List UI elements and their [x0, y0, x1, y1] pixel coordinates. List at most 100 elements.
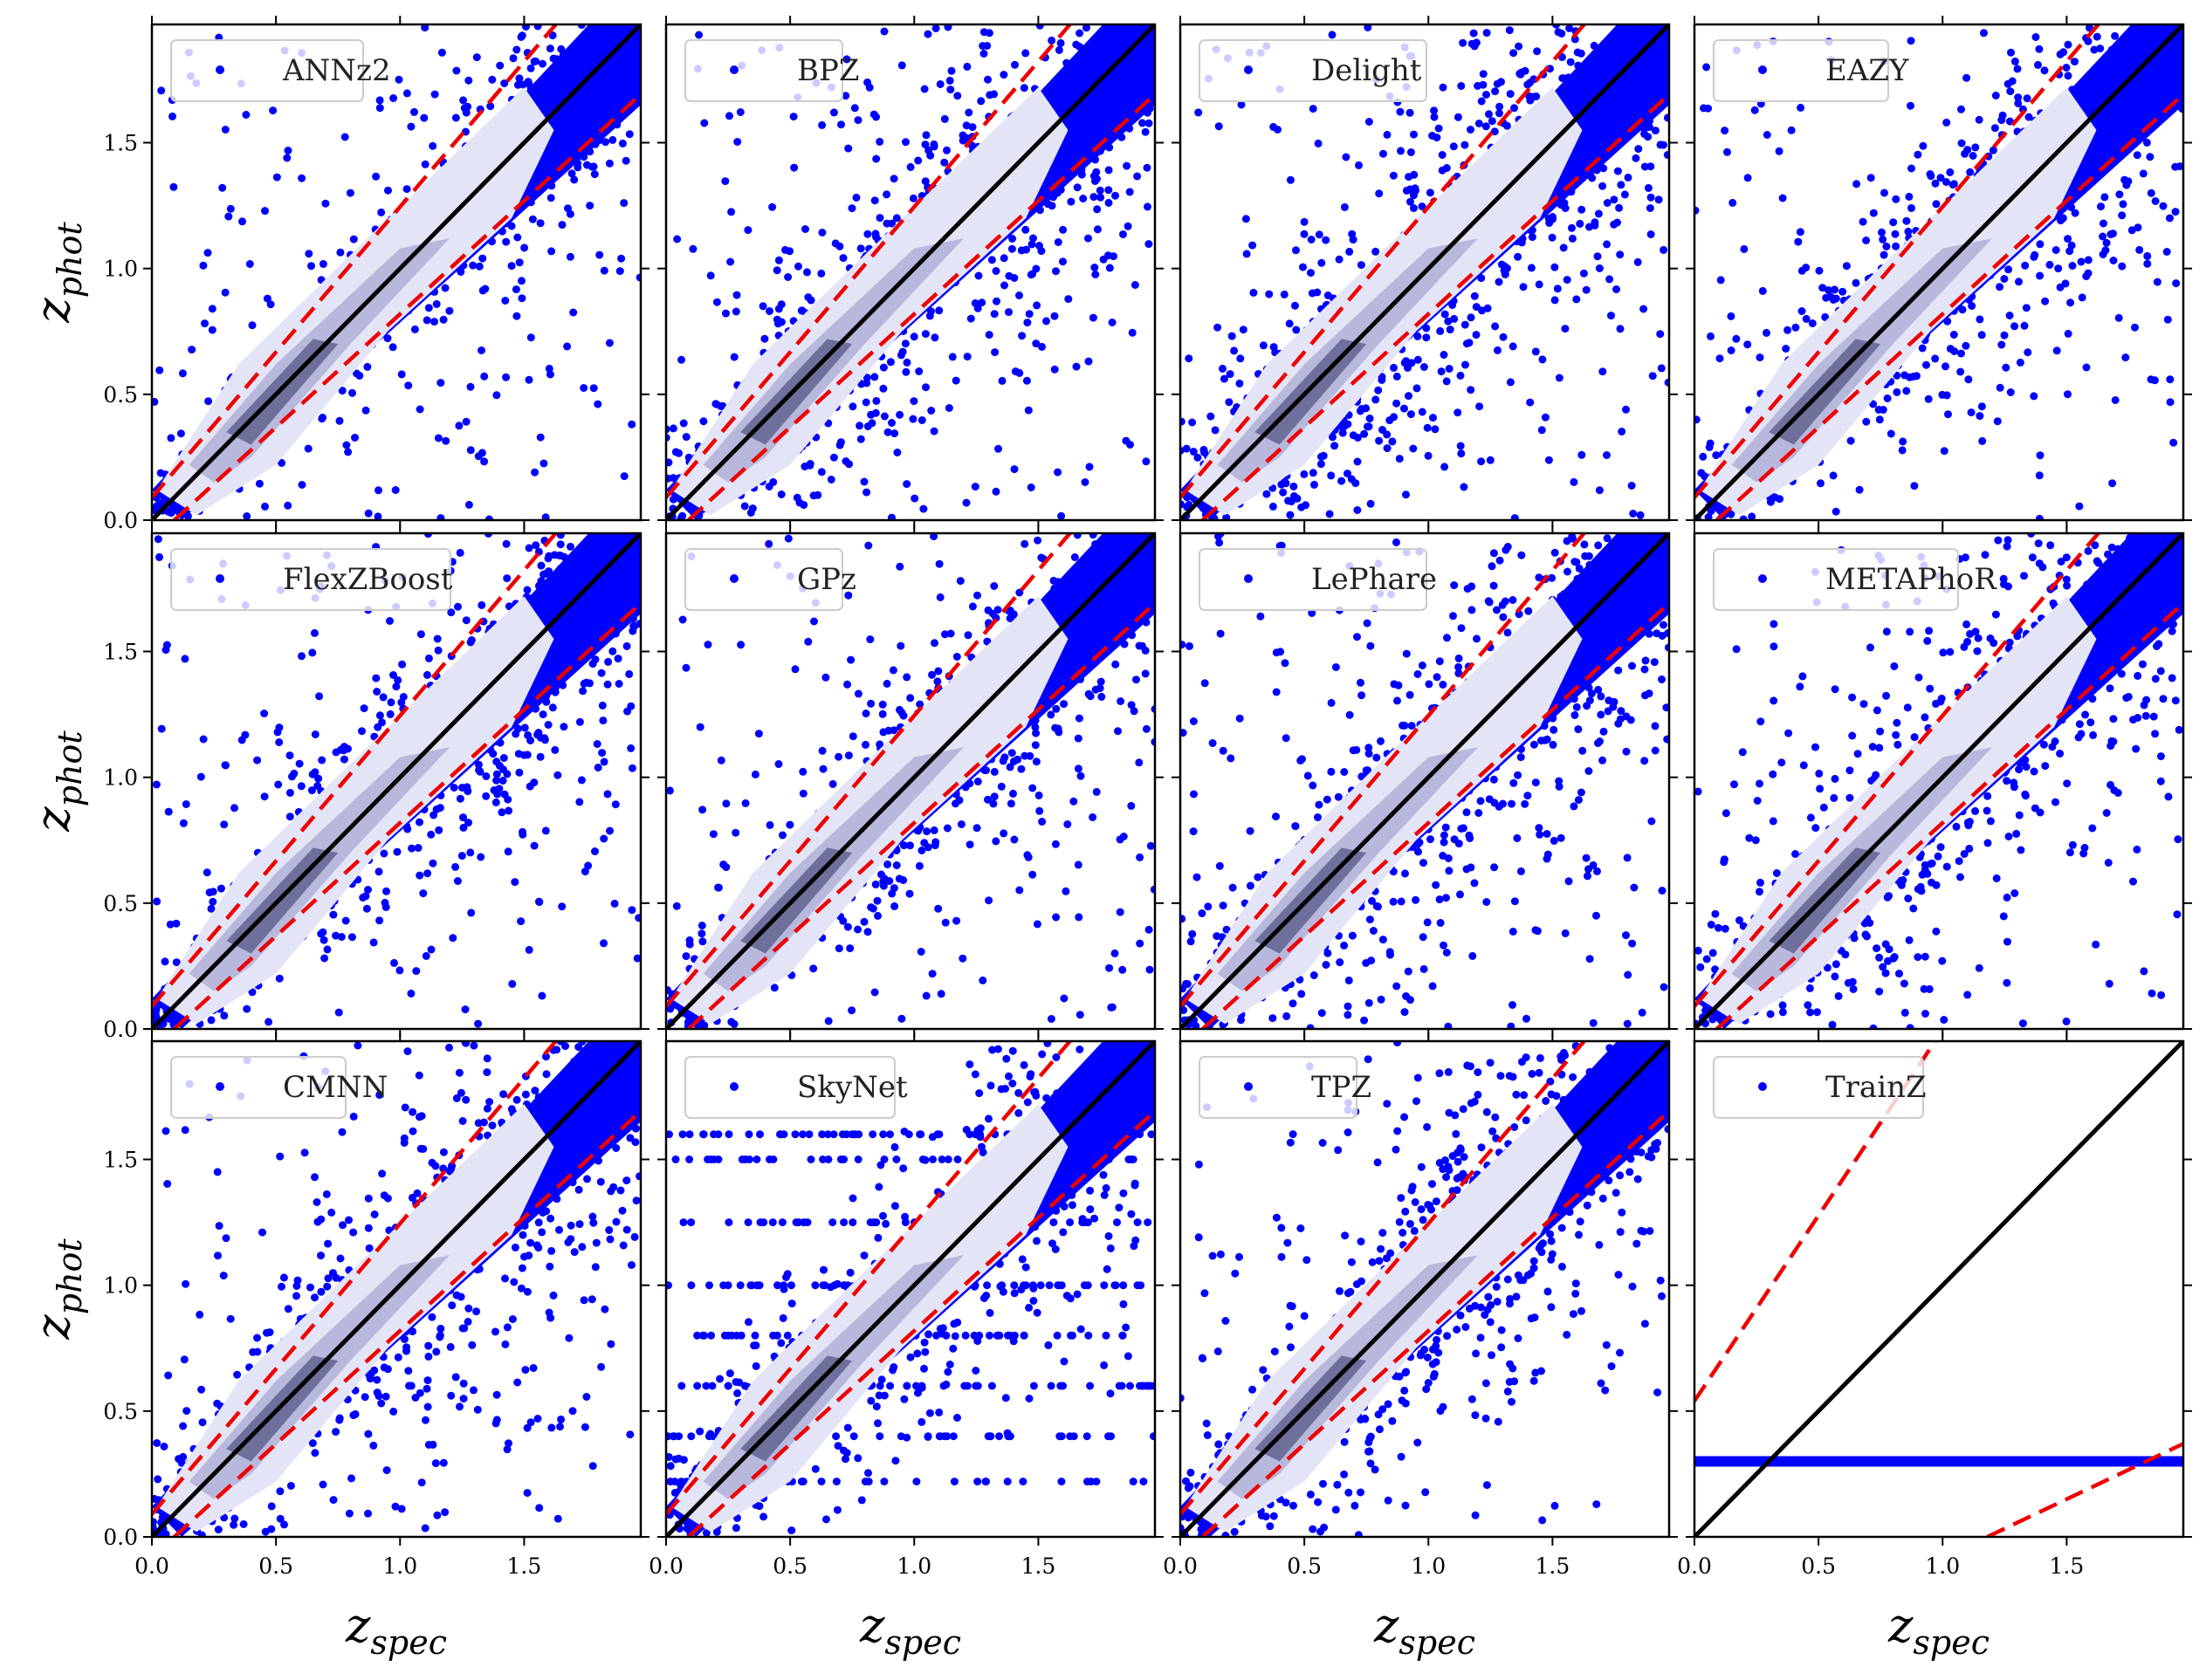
data-point: [711, 400, 720, 408]
data-point: [1038, 818, 1047, 826]
data-point: [876, 137, 884, 146]
data-point: [474, 452, 483, 461]
data-point: [604, 657, 613, 666]
data-point: [1971, 143, 1980, 152]
data-point: [732, 307, 740, 316]
data-point: [547, 247, 556, 256]
data-point: [924, 30, 932, 38]
identity-line: [1694, 24, 2183, 520]
data-point: [872, 232, 880, 241]
data-point: [2036, 271, 2045, 280]
data-point: [883, 860, 892, 868]
data-point: [1758, 286, 1767, 295]
data-point: [597, 669, 606, 677]
data-point: [472, 53, 481, 62]
data-point: [453, 877, 462, 885]
data-point: [852, 193, 861, 202]
data-point: [430, 318, 438, 326]
data-point: [1076, 771, 1085, 780]
data-point: [1114, 727, 1122, 736]
data-point: [526, 64, 535, 72]
data-point: [588, 660, 597, 669]
data-point: [388, 343, 397, 352]
data-point: [1406, 410, 1415, 419]
data-point: [375, 96, 384, 105]
data-point: [712, 298, 721, 306]
data-point: [956, 577, 965, 586]
data-point: [1047, 710, 1055, 719]
legend-box: [170, 548, 451, 611]
data-point: [520, 243, 529, 252]
data-point: [1123, 161, 1131, 170]
data-point: [1110, 252, 1117, 261]
data-point: [2131, 323, 2139, 332]
data-point: [1883, 394, 1892, 402]
data-point: [784, 534, 793, 543]
data-point: [600, 758, 608, 766]
data-point: [905, 889, 914, 898]
data-point: [959, 131, 967, 140]
data-point: [1285, 319, 1294, 328]
data-point: [1648, 372, 1657, 381]
data-point: [856, 244, 865, 253]
data-point: [386, 710, 395, 718]
data-point: [1599, 164, 1608, 173]
data-point: [1226, 370, 1234, 379]
data-point: [682, 433, 691, 442]
data-point: [481, 285, 490, 293]
data-point: [1723, 147, 1731, 156]
data-point: [2002, 363, 2010, 372]
data-point: [1996, 383, 2004, 392]
data-point: [806, 461, 814, 470]
data-point: [921, 141, 930, 149]
data-point: [610, 899, 619, 908]
data-point: [963, 62, 972, 71]
data-point: [1073, 183, 1082, 192]
data-point: [1694, 415, 1701, 424]
data-point: [990, 767, 999, 776]
data-point: [315, 692, 324, 701]
data-point: [605, 159, 614, 168]
data-point: [502, 539, 511, 548]
data-point: [915, 367, 924, 375]
data-point: [457, 852, 466, 861]
data-point: [1426, 189, 1434, 197]
data-point: [1108, 1003, 1117, 1011]
data-point: [1067, 197, 1076, 206]
data-point: [622, 156, 630, 165]
data-point: [429, 141, 437, 150]
data-point: [1353, 434, 1362, 442]
data-point: [842, 457, 850, 465]
data-point: [1286, 511, 1295, 519]
data-point: [1553, 285, 1562, 293]
data-point: [525, 945, 533, 954]
data-point: [1144, 240, 1153, 249]
data-point: [1141, 669, 1150, 678]
data-point: [746, 509, 755, 517]
data-point: [1904, 227, 1913, 236]
data-point: [1855, 485, 1864, 494]
data-point: [2111, 396, 2120, 404]
data-point: [1796, 228, 1804, 237]
data-point: [222, 761, 230, 770]
data-point: [1775, 147, 1783, 155]
data-point: [1328, 31, 1337, 39]
data-point: [991, 348, 1000, 357]
data-point: [2082, 363, 2091, 372]
data-point: [1310, 480, 1318, 489]
data-point: [862, 710, 870, 717]
data-point: [429, 859, 437, 867]
data-point: [673, 235, 682, 243]
data-point: [380, 849, 388, 858]
data-point: [475, 262, 484, 271]
data-point: [1442, 377, 1451, 386]
data-point: [848, 1006, 856, 1015]
data-point: [403, 825, 412, 833]
data-point: [392, 682, 401, 691]
data-point: [2062, 64, 2071, 72]
data-point: [203, 249, 212, 257]
data-point: [1032, 758, 1041, 766]
data-point: [504, 847, 512, 856]
data-point: [930, 533, 938, 541]
data-point: [1616, 250, 1625, 259]
